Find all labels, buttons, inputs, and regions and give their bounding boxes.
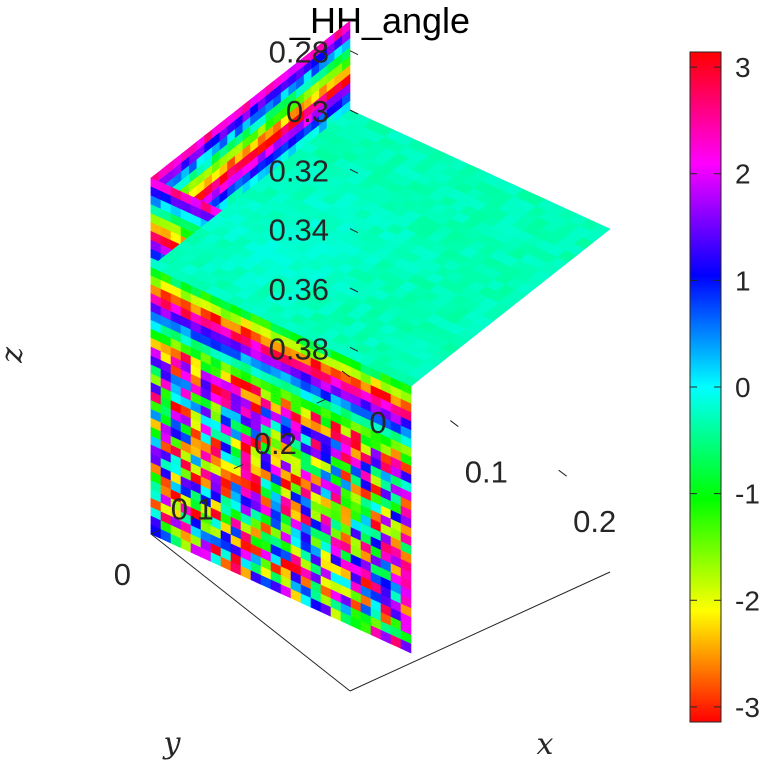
- z-axis-ticks: 0.28 0.3 0.32 0.34 0.36 0.38: [269, 35, 359, 366]
- colorbar-tick-label: -3: [735, 692, 760, 723]
- x-tick-label: 0.2: [573, 504, 616, 539]
- y-tick-label: 0.2: [254, 426, 297, 461]
- z-tick-label: 0.34: [269, 213, 329, 248]
- x-axis-label: x: [537, 727, 554, 762]
- y-axis-label: y: [162, 726, 182, 761]
- axes-lines: [150, 533, 611, 692]
- colorbar-ticks: 3 2 1 0 -1 -2 -3: [690, 52, 760, 723]
- colorbar-tick-label: 1: [735, 265, 751, 296]
- chart-title: _HH_angle: [289, 0, 470, 41]
- colorbar: 3 2 1 0 -1 -2 -3: [689, 51, 760, 723]
- colorbar-tick-label: -1: [735, 479, 760, 510]
- x-tick-label: 0: [369, 405, 386, 440]
- slice-cell: [590, 223, 611, 236]
- x-axis-ticks: 0 0.1 0.2: [341, 370, 616, 539]
- x-tick-label: 0.1: [465, 455, 508, 490]
- z-axis-label: z: [0, 347, 30, 364]
- z-tick-label: 0.36: [269, 272, 329, 307]
- colorbar-tick-label: 2: [735, 159, 751, 190]
- z-tick-label: 0.3: [286, 94, 329, 129]
- z-tick-label: 0.32: [269, 153, 329, 188]
- colorbar-tick-label: 3: [735, 52, 751, 83]
- slice-cell: [400, 639, 412, 654]
- slice-y-wall: [150, 177, 412, 654]
- slice-z-plane: [150, 109, 611, 387]
- z-tick-label: 0.38: [269, 331, 329, 366]
- y-tick-label: 0.1: [171, 492, 214, 527]
- y-axis-ticks: 0 0.1 0.2: [114, 398, 327, 592]
- colorbar-tick-label: -2: [735, 585, 760, 616]
- z-tick-label: 0.28: [269, 35, 329, 70]
- colorbar-tick-label: 0: [735, 372, 751, 403]
- y-tick-label: 0: [114, 557, 131, 592]
